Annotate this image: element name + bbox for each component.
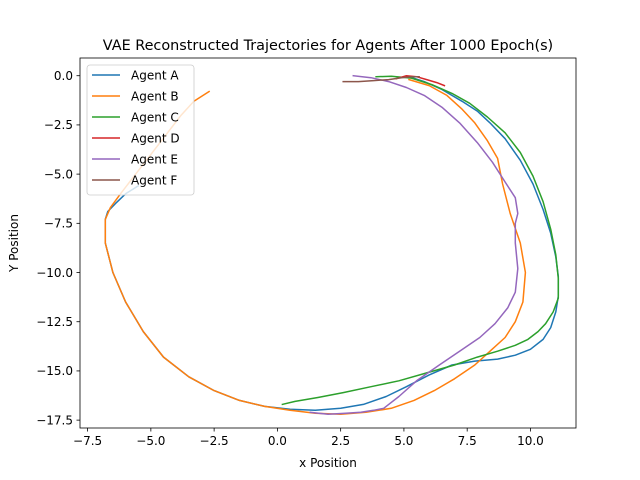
series-line-agent-c xyxy=(281,75,560,406)
y-tick-label: −5.0 xyxy=(44,167,73,181)
x-axis-label: x Position xyxy=(299,456,357,470)
legend-label: Agent C xyxy=(131,110,179,124)
legend-label: Agent D xyxy=(131,131,180,145)
x-tick-label: 2.5 xyxy=(331,434,350,448)
y-axis-label: Y Position xyxy=(7,214,21,273)
legend-box xyxy=(86,64,195,196)
legend-label: Agent E xyxy=(131,152,178,166)
y-tick-label: −7.5 xyxy=(44,217,73,231)
x-tick-label: 7.5 xyxy=(458,434,477,448)
chart-title: VAE Reconstructed Trajectories for Agent… xyxy=(103,38,553,54)
y-tick-label: −17.5 xyxy=(36,413,73,427)
x-tick-label: 5.0 xyxy=(394,434,413,448)
series-line-agent-e xyxy=(309,74,519,415)
series-line-agent-f xyxy=(342,75,420,83)
legend-entries: Agent A Agent B Agent C Agent D Agent E Agent… xyxy=(92,68,180,187)
y-tick-label: −15.0 xyxy=(36,364,73,378)
x-axis-ticks: −7.5 −5.0 −2.5 0.0 2.5 5.0 7.5 10.0 xyxy=(73,428,544,448)
x-tick-label: −7.5 xyxy=(73,434,102,448)
y-tick-label: 0.0 xyxy=(54,69,73,83)
series-layer xyxy=(104,74,560,415)
x-tick-label: 0.0 xyxy=(268,434,287,448)
legend: Agent A Agent B Agent C Agent D Agent E Agent… xyxy=(86,64,195,196)
y-tick-label: −10.0 xyxy=(36,266,73,280)
x-tick-label: 10.0 xyxy=(517,434,544,448)
y-tick-label: −2.5 xyxy=(44,118,73,132)
legend-label: Agent A xyxy=(131,68,179,82)
legend-label: Agent B xyxy=(131,89,179,103)
x-tick-label: −2.5 xyxy=(200,434,229,448)
series-line-agent-d xyxy=(395,74,446,87)
y-axis-ticks: 0.0 −2.5 −5.0 −7.5 −10.0 −12.5 −15.0 −17.5 xyxy=(36,69,80,427)
y-tick-label: −12.5 xyxy=(36,315,73,329)
legend-label: Agent F xyxy=(131,173,177,187)
x-tick-label: −5.0 xyxy=(136,434,165,448)
axes-frame xyxy=(79,57,577,429)
